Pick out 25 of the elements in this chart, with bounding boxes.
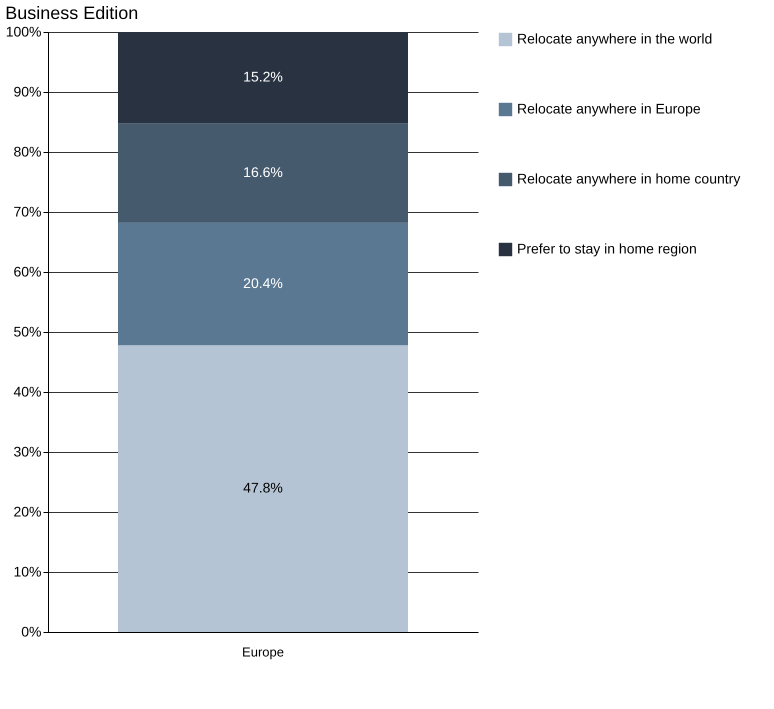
data-label: 16.6% (243, 164, 283, 180)
y-tick-label: 0% (21, 624, 42, 640)
legend-label: Relocate anywhere in Europe (517, 100, 701, 116)
data-label: 15.2% (243, 68, 283, 85)
y-tick-label: 20% (13, 504, 42, 520)
y-tick-label: 70% (13, 204, 42, 220)
data-label: 20.4% (243, 275, 283, 291)
x-tick-label: Europe (242, 644, 284, 660)
bar (118, 345, 408, 632)
bar (118, 32, 408, 124)
data-label: 47.8% (243, 480, 283, 496)
bar (118, 222, 408, 346)
chart-title: Business Edition (5, 3, 138, 23)
bar (118, 123, 408, 223)
y-tick-label: 80% (13, 144, 42, 160)
legend-label: Relocate anywhere in the world (517, 30, 712, 46)
y-tick-label: 30% (13, 444, 42, 460)
legend-label: Relocate anywhere in home country (517, 170, 740, 186)
y-tick-label: 10% (13, 564, 42, 580)
y-tick-label: 40% (13, 384, 42, 400)
y-tick-label: 90% (13, 84, 42, 100)
y-tick-label: 50% (13, 324, 42, 340)
y-tick-label: 60% (13, 264, 42, 280)
legend-label: Prefer to stay in home region (517, 240, 697, 256)
y-tick-label: 100% (6, 24, 42, 40)
